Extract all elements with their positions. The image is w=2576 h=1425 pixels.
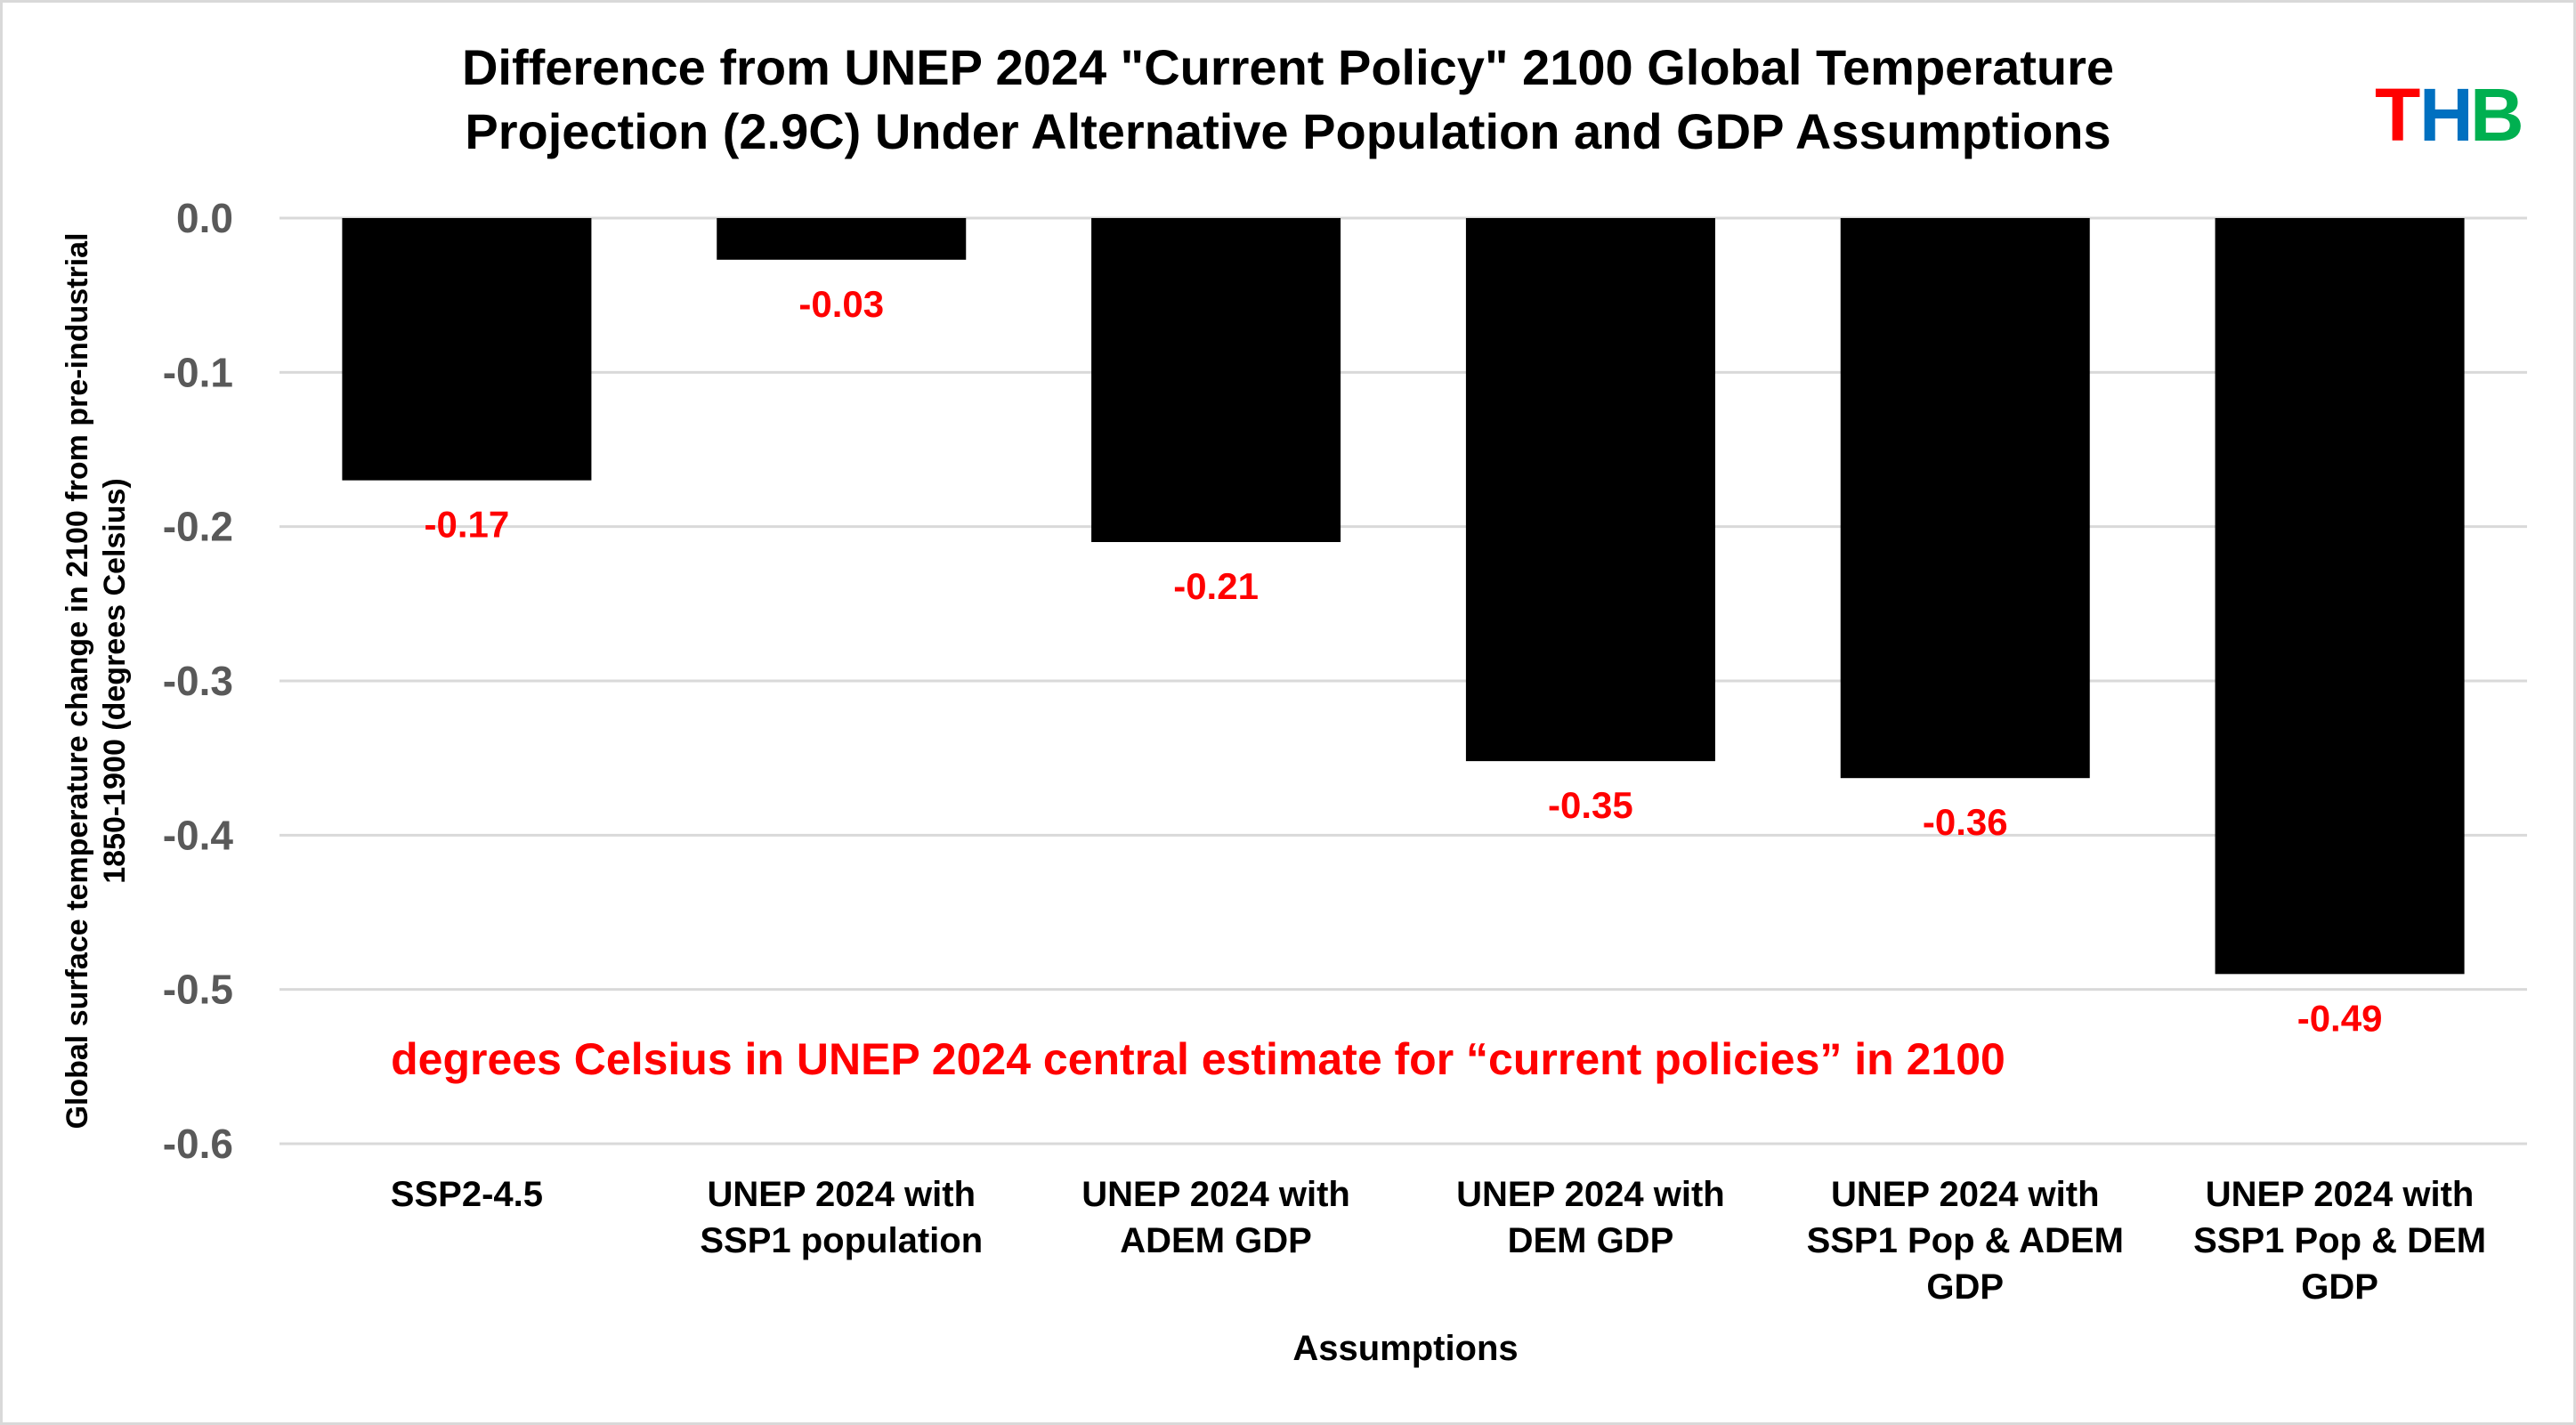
thb-logo: T H B xyxy=(2375,73,2524,157)
x-category-label: SSP1 population xyxy=(700,1221,983,1260)
x-category-label: SSP1 Pop & DEM xyxy=(2193,1221,2486,1260)
y-axis-title: Global surface temperature change in 210… xyxy=(61,232,132,1129)
data-label: -0.35 xyxy=(1548,784,1633,826)
x-category-label: GDP xyxy=(2301,1267,2378,1307)
x-category-label: ADEM GDP xyxy=(1120,1221,1312,1260)
data-label: -0.17 xyxy=(425,504,510,546)
bar xyxy=(717,218,967,260)
bar xyxy=(1840,218,2090,779)
x-category-label: UNEP 2024 with xyxy=(1081,1175,1350,1214)
x-axis-title: Assumptions xyxy=(1292,1329,1518,1368)
x-category-label: UNEP 2024 with xyxy=(1456,1175,1725,1214)
logo-letter-t: T xyxy=(2375,73,2420,157)
y-tick-label: 0.0 xyxy=(176,195,233,241)
chart-title-line-2: Projection (2.9C) Under Alternative Popu… xyxy=(465,103,2110,159)
y-tick-label: -0.2 xyxy=(163,504,233,550)
bar xyxy=(2215,218,2465,975)
logo-letter-h: H xyxy=(2419,73,2474,157)
logo-letter-b: B xyxy=(2470,73,2524,157)
x-category-label: UNEP 2024 with xyxy=(707,1175,976,1214)
chart-title-line-1: Difference from UNEP 2024 "Current Polic… xyxy=(462,39,2114,95)
y-tick-label: -0.1 xyxy=(163,349,233,395)
bar xyxy=(1091,218,1341,542)
y-tick-label: -0.3 xyxy=(163,658,233,704)
data-label: -0.49 xyxy=(2297,997,2383,1039)
data-label: -0.36 xyxy=(1923,801,2008,843)
data-label: -0.03 xyxy=(798,283,884,325)
annotation: degrees Celsius in UNEP 2024 central est… xyxy=(391,1034,2005,1084)
y-tick-label: -0.6 xyxy=(163,1121,233,1167)
x-category-label: SSP2-4.5 xyxy=(391,1175,543,1214)
x-category-label: SSP1 Pop & ADEM xyxy=(1807,1221,2124,1260)
x-category-label: GDP xyxy=(1926,1267,2004,1307)
x-category-label: UNEP 2024 with xyxy=(1831,1175,2100,1214)
bar xyxy=(1465,218,1715,762)
y-axis-title-line-2: 1850-1900 (degrees Celsius) xyxy=(98,478,132,883)
y-axis-title-line-1: Global surface temperature change in 210… xyxy=(61,232,94,1129)
y-tick-label: -0.5 xyxy=(163,967,233,1013)
data-label: -0.21 xyxy=(1173,565,1259,607)
x-category-label: DEM GDP xyxy=(1508,1221,1674,1260)
y-tick-label: -0.4 xyxy=(163,812,234,858)
bar xyxy=(342,218,592,481)
x-category-label: UNEP 2024 with xyxy=(2206,1175,2475,1214)
